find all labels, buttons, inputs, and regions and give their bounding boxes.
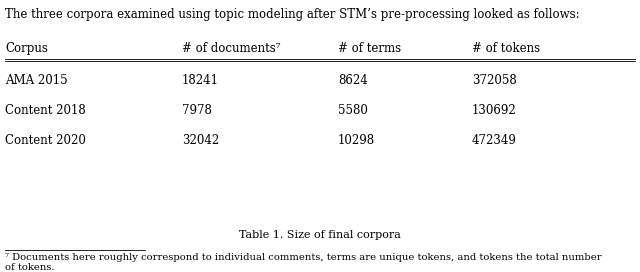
Text: Content 2020: Content 2020 [5, 134, 86, 147]
Text: # of documents⁷: # of documents⁷ [182, 42, 280, 55]
Text: The three corpora examined using topic modeling after STM’s pre-processing looke: The three corpora examined using topic m… [5, 8, 580, 21]
Text: 7978: 7978 [182, 104, 212, 117]
Text: Table 1. Size of final corpora: Table 1. Size of final corpora [239, 230, 401, 240]
Text: 10298: 10298 [338, 134, 375, 147]
Text: 472349: 472349 [472, 134, 517, 147]
Text: AMA 2015: AMA 2015 [5, 74, 68, 87]
Text: 18241: 18241 [182, 74, 219, 87]
Text: Corpus: Corpus [5, 42, 48, 55]
Text: # of terms: # of terms [338, 42, 401, 55]
Text: 5580: 5580 [338, 104, 368, 117]
Text: 130692: 130692 [472, 104, 516, 117]
Text: 32042: 32042 [182, 134, 220, 147]
Text: 372058: 372058 [472, 74, 516, 87]
Text: # of tokens: # of tokens [472, 42, 540, 55]
Text: ⁷ Documents here roughly correspond to individual comments, terms are unique tok: ⁷ Documents here roughly correspond to i… [5, 253, 602, 272]
Text: Content 2018: Content 2018 [5, 104, 86, 117]
Text: 8624: 8624 [338, 74, 368, 87]
